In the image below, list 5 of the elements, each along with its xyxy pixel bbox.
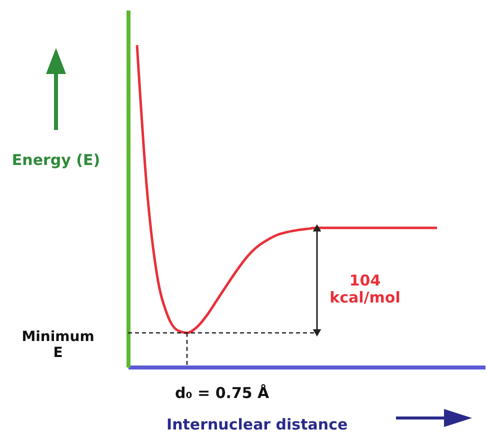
y-axis-title: Energy (E) <box>12 151 100 169</box>
ref-line-label: Minimum E <box>22 328 94 361</box>
text: d₀ = 0.75 Å <box>175 384 270 402</box>
x-axis-title: Internuclear distance <box>166 416 348 432</box>
annotation: 104 kcal/mol <box>330 271 400 306</box>
